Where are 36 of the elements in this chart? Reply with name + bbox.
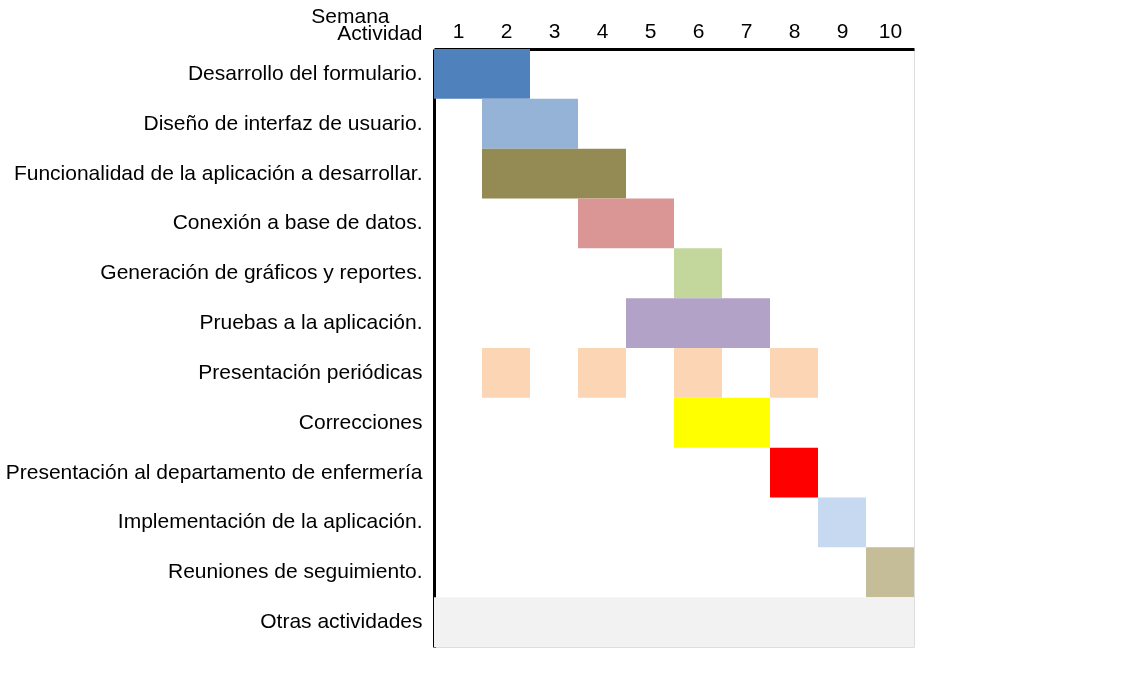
y-tick-label: Presentación periódicas xyxy=(198,359,423,383)
y-tick-label: Generación de gráficos y reportes. xyxy=(100,260,423,284)
bar xyxy=(866,547,914,598)
bar xyxy=(482,148,626,199)
bar xyxy=(674,248,722,299)
bar xyxy=(770,348,818,398)
y-tick-label: Implementación de la aplicación. xyxy=(117,509,423,533)
x-tick-label: 9 xyxy=(836,18,849,42)
x-tick-label: 8 xyxy=(788,18,801,42)
x-tick-label: 10 xyxy=(878,18,903,42)
y-tick-label: Reuniones de seguimiento. xyxy=(167,559,423,583)
y-tick-label: Presentación al departamento de enfermería xyxy=(5,459,423,483)
x-tick-label: 7 xyxy=(740,18,753,42)
x-tick-label: 3 xyxy=(548,18,561,42)
y-tick-label: Pruebas a la aplicación. xyxy=(199,310,423,334)
bar xyxy=(770,447,818,498)
x-tick-label: 4 xyxy=(596,18,609,42)
y-tick-label: Funcionalidad de la aplicación a desarrollar. xyxy=(13,160,423,184)
bar xyxy=(626,298,770,348)
y-tick-label: Diseño de interfaz de usuario. xyxy=(143,110,423,134)
x-tick-label: 1 xyxy=(452,18,465,42)
bar xyxy=(578,198,674,249)
y-tick-label: Otras actividades xyxy=(260,609,423,633)
bar xyxy=(674,397,770,448)
x-tick-label: 5 xyxy=(644,18,657,42)
bar xyxy=(482,98,578,149)
y-tick-label: Desarrollo del formulario. xyxy=(187,60,423,84)
bar xyxy=(674,348,722,398)
bar xyxy=(434,597,914,647)
bar xyxy=(818,497,866,548)
x-tick-label: 6 xyxy=(692,18,705,42)
y-tick-label: Conexión a base de datos. xyxy=(172,210,423,234)
bar xyxy=(434,49,530,99)
x-tick-label: 2 xyxy=(500,18,513,42)
bar xyxy=(578,348,626,398)
y-tick-label: Correcciones xyxy=(298,409,423,433)
